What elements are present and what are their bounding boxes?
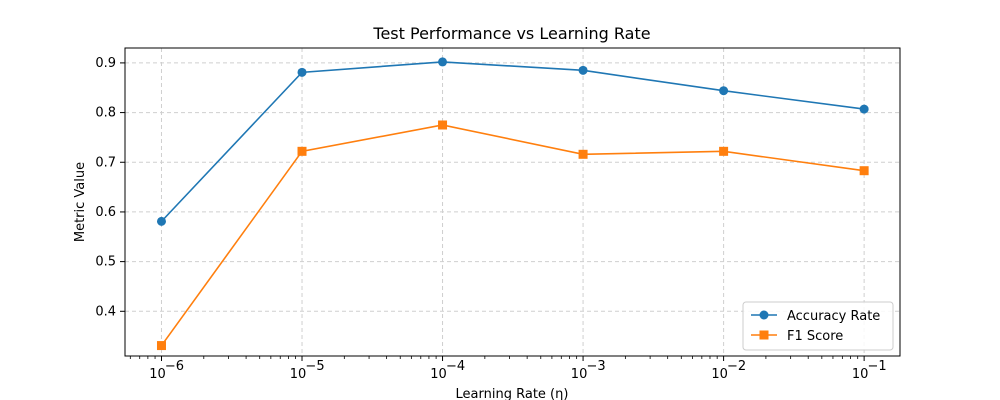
- plot-frame: [124, 47, 901, 357]
- x-tick-exponent: −5: [305, 359, 324, 374]
- legend-accuracy-label: Accuracy Rate: [787, 309, 880, 324]
- f1-score-point: [578, 149, 588, 159]
- x-tick-label: 10: [290, 367, 307, 382]
- y-tick-label: 0.5: [95, 255, 116, 270]
- x-axis-label: Learning Rate (η): [456, 387, 569, 400]
- x-tick-label: 10: [711, 367, 728, 382]
- x-axis-ticks: 10−610−510−410−310−210−1: [129, 356, 887, 382]
- y-tick-label: 0.6: [95, 205, 116, 220]
- accuracy-rate-point: [156, 216, 166, 226]
- legend-accuracy-marker: [759, 310, 769, 320]
- x-tick-exponent: −2: [727, 359, 746, 374]
- y-axis-label: Metric Value: [73, 162, 88, 242]
- y-tick-label: 0.9: [95, 56, 116, 71]
- accuracy-rate-point: [859, 104, 869, 114]
- legend-f1-marker: [759, 330, 769, 340]
- f1-score-point: [859, 166, 869, 176]
- f1-score-point: [719, 146, 729, 156]
- f1-score-point: [156, 341, 166, 351]
- legend-f1-label: F1 Score: [787, 329, 843, 344]
- y-tick-label: 0.4: [95, 304, 116, 319]
- x-tick-exponent: −4: [446, 359, 465, 374]
- y-axis-ticks: 0.4 0.5 0.6 0.7 0.8 0.9: [95, 56, 125, 319]
- x-tick-exponent: −6: [165, 359, 184, 374]
- accuracy-rate-point: [578, 65, 588, 75]
- x-tick-label: 10: [430, 367, 447, 382]
- x-tick-label: 10: [149, 367, 166, 382]
- chart-title: Test Performance vs Learning Rate: [372, 24, 650, 43]
- accuracy-rate-point: [297, 67, 307, 77]
- accuracy-rate-line: [160, 61, 865, 222]
- f1-score-line: [160, 124, 865, 347]
- f1-score-point: [438, 120, 448, 130]
- series-layer: [156, 57, 869, 351]
- x-tick-label: 10: [571, 367, 588, 382]
- x-tick-exponent: −1: [868, 359, 887, 374]
- x-tick-label: 10: [852, 367, 869, 382]
- y-tick-label: 0.7: [95, 155, 116, 170]
- legend-box: [742, 301, 894, 351]
- x-tick-exponent: −3: [586, 359, 605, 374]
- accuracy-rate-point: [719, 86, 729, 96]
- grid: [125, 48, 900, 356]
- accuracy-rate-point: [438, 57, 448, 67]
- f1-score-point: [297, 146, 307, 156]
- legend: Accuracy Rate F1 Score: [742, 301, 894, 351]
- y-tick-label: 0.8: [95, 106, 116, 121]
